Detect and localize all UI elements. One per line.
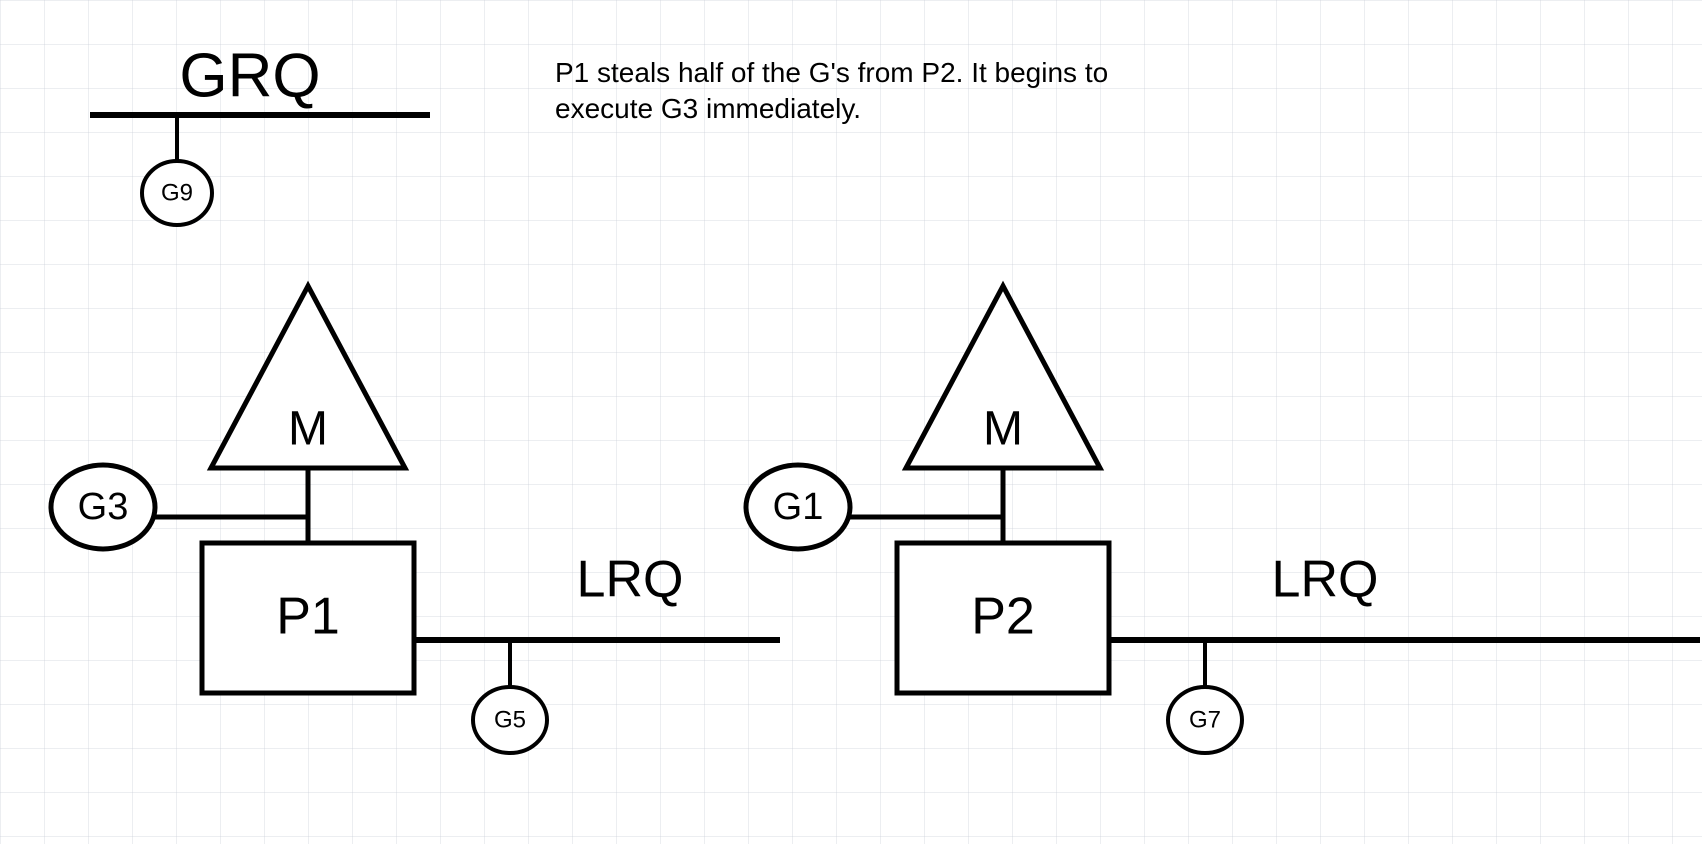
p-label-p1: P1	[276, 588, 340, 646]
lrq-item-label-p1: G5	[494, 707, 526, 734]
lrq-label-p1: LRQ	[577, 551, 684, 609]
processor-p1: M P1 G3 LRQ G5	[51, 286, 780, 753]
lrq-item-label-p2: G7	[1189, 707, 1221, 734]
running-g-label-p1: G3	[78, 486, 129, 528]
processor-p2: M P2 G1 LRQ G7	[746, 286, 1700, 753]
grq-group: GRQ G9	[90, 41, 430, 225]
p-label-p2: P2	[971, 588, 1035, 646]
diagram-canvas: P1 steals half of the G's from P2. It be…	[0, 0, 1702, 844]
diagram-svg: GRQ G9 M P1 G3 LRQ G5	[0, 0, 1702, 844]
grq-label: GRQ	[179, 41, 320, 110]
m-label-p1: M	[288, 403, 328, 456]
running-g-label-p2: G1	[773, 486, 824, 528]
grq-item-label: G9	[161, 180, 193, 207]
m-label-p2: M	[983, 403, 1023, 456]
lrq-label-p2: LRQ	[1272, 551, 1379, 609]
